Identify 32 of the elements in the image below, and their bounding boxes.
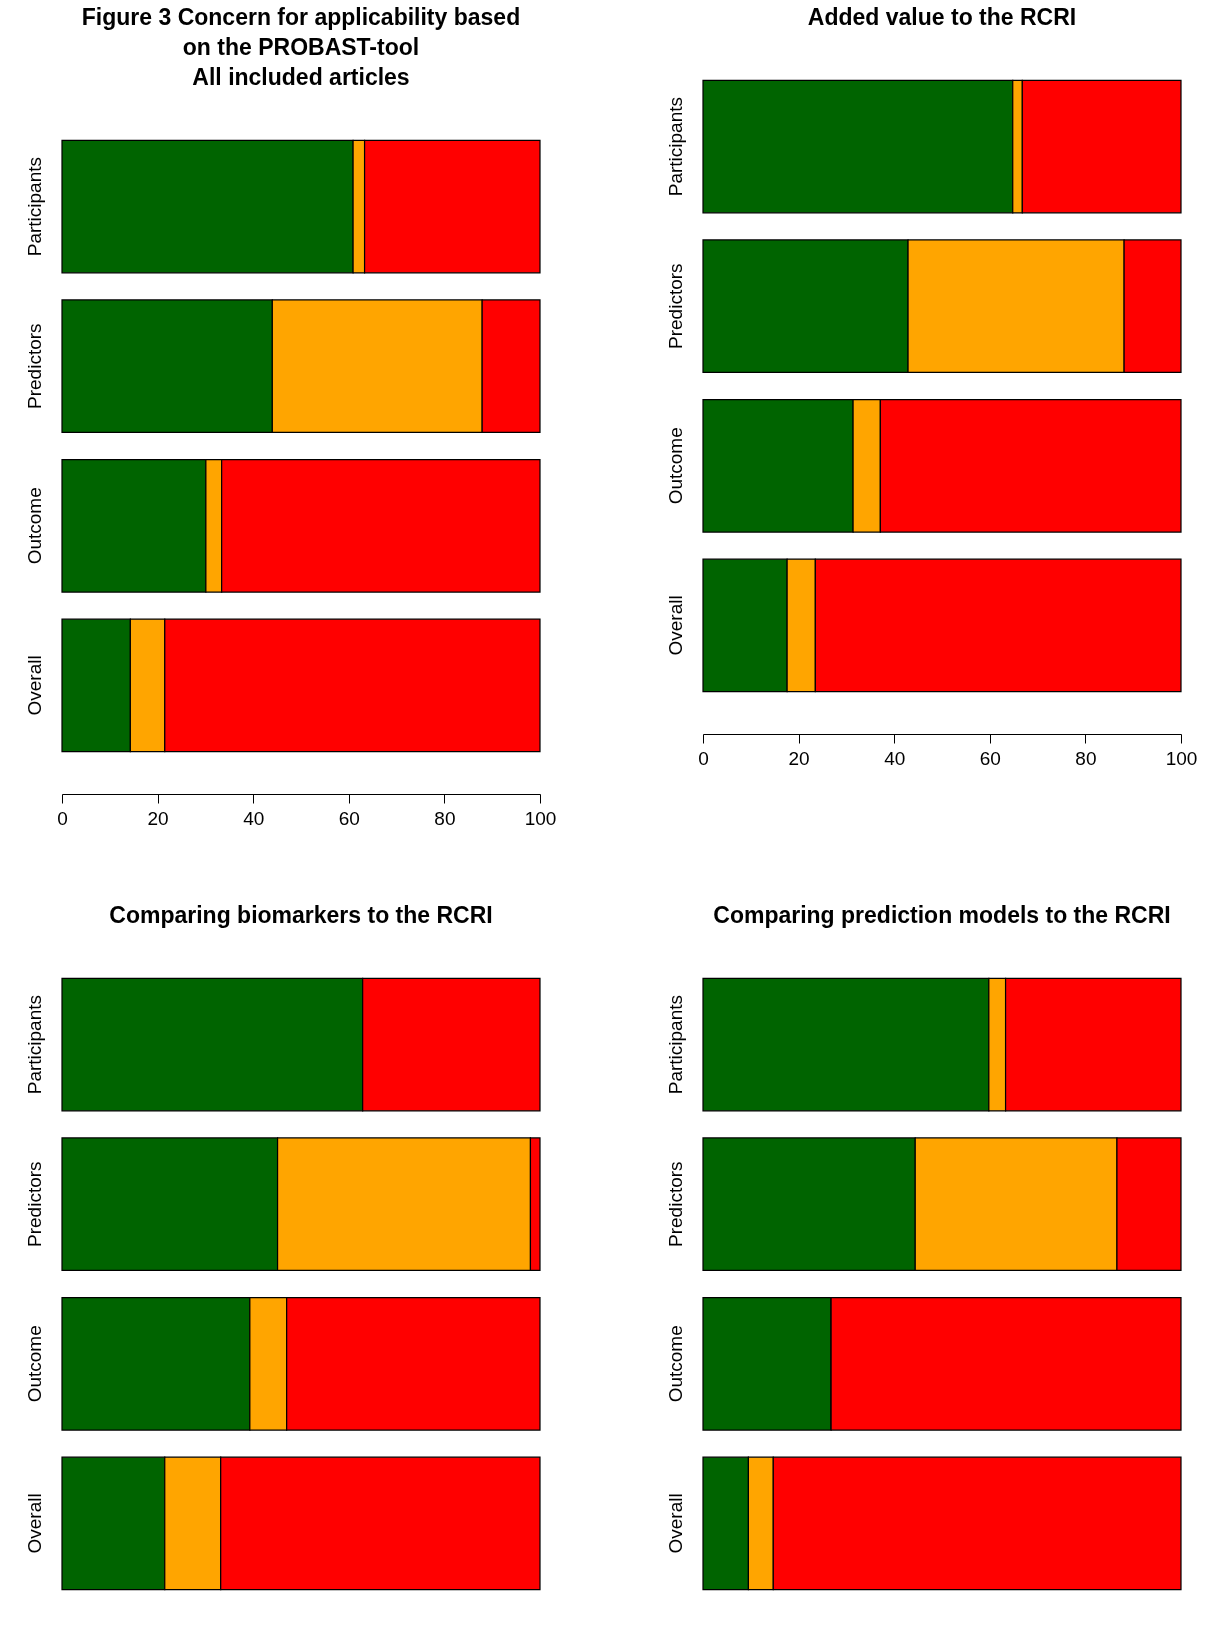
y-tick-label: Outcome bbox=[664, 427, 686, 505]
y-tick-label: Overall bbox=[664, 595, 686, 656]
x-tick-label: 100 bbox=[1165, 747, 1198, 769]
chart-title: Comparing biomarkers to the RCRI bbox=[109, 902, 493, 928]
x-tick-label: 0 bbox=[57, 807, 68, 829]
y-tick-label: Predictors bbox=[23, 1161, 45, 1247]
y-tick-label: Outcome bbox=[23, 487, 45, 565]
x-tick-label: 0 bbox=[698, 747, 709, 769]
y-tick-label: Outcome bbox=[664, 1325, 686, 1403]
x-tick-label: 80 bbox=[434, 807, 456, 829]
chart-title: Added value to the RCRI bbox=[807, 4, 1077, 30]
y-tick-label: Predictors bbox=[23, 323, 45, 409]
y-tick-label: Overall bbox=[23, 1493, 45, 1554]
chart-title: Figure 3 Concern for applicability based on the PROBAST-tool All included articles bbox=[81, 4, 521, 90]
x-tick-label: 100 bbox=[524, 807, 557, 829]
x-tick-label: 40 bbox=[884, 747, 906, 769]
y-tick-label: Overall bbox=[664, 1493, 686, 1554]
x-tick-label: 20 bbox=[147, 807, 169, 829]
x-tick-label: 60 bbox=[338, 807, 360, 829]
y-tick-label: Overall bbox=[23, 655, 45, 716]
x-tick-label: 20 bbox=[788, 747, 810, 769]
x-tick-label: 60 bbox=[979, 747, 1001, 769]
y-tick-label: Outcome bbox=[23, 1325, 45, 1403]
y-tick-label: Predictors bbox=[664, 1161, 686, 1247]
y-tick-label: Participants bbox=[23, 994, 45, 1095]
y-tick-label: Participants bbox=[23, 156, 45, 257]
y-tick-label: Participants bbox=[664, 994, 686, 1095]
x-tick-label: 40 bbox=[243, 807, 265, 829]
y-tick-label: Participants bbox=[664, 96, 686, 197]
x-tick-label: 80 bbox=[1075, 747, 1097, 769]
chart-title: Comparing prediction models to the RCRI bbox=[713, 902, 1171, 928]
y-tick-label: Predictors bbox=[664, 263, 686, 349]
